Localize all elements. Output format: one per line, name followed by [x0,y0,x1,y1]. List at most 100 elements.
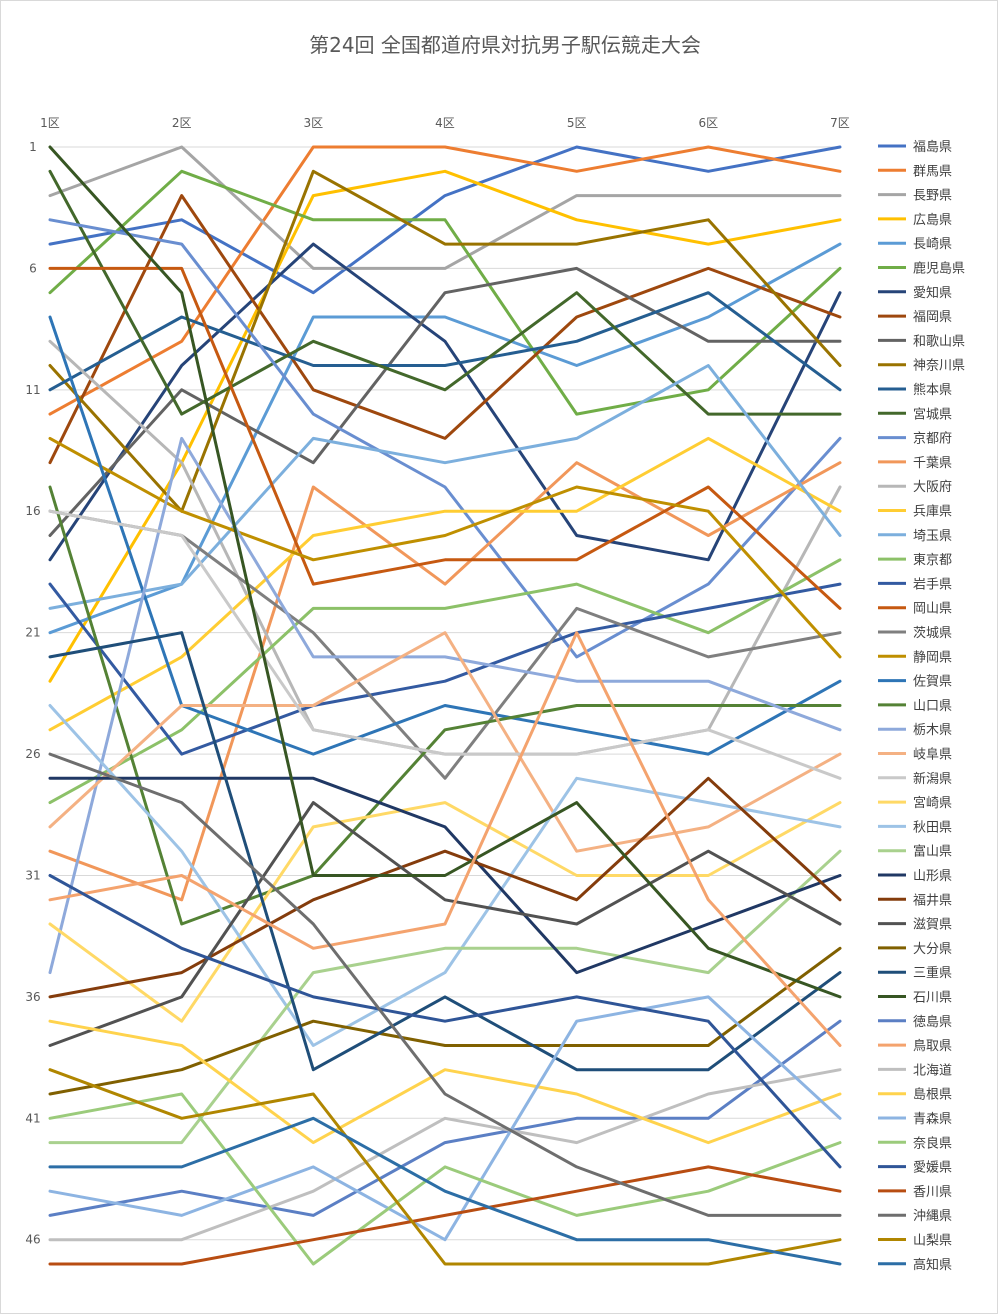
legend-item: 愛知県 [878,285,952,301]
series-line-37 [48,1019,842,1217]
series-line-43 [48,874,842,1169]
legend-label: 北海道 [913,1063,952,1078]
series-line-9 [48,266,842,537]
legend-label: 秋田県 [913,820,952,835]
legend-label: 青森県 [913,1112,952,1127]
legend-item: 長崎県 [878,237,952,252]
series-line-19 [48,582,842,756]
legend-item: 愛媛県 [878,1161,952,1176]
legend-item: 兵庫県 [878,505,952,520]
legend-item: 滋賀県 [878,918,952,933]
legend-label: 徳島県 [913,1015,952,1030]
legend-item: 熊本県 [878,382,952,398]
legend-item: 千葉県 [878,456,952,471]
legend-label: 広島県 [913,213,952,228]
x-tick-label: 5区 [567,116,587,130]
legend: 福島県群馬県長野県広島県長崎県鹿児島県愛知県福岡県和歌山県神奈川県熊本県宮城県京… [878,140,965,1273]
chart-title: 第24回 全国都道府県対抗男子駅伝競走大会 [309,33,701,57]
series-line-2 [48,145,842,416]
legend-label: 滋賀県 [913,918,952,933]
legend-label: 沖縄県 [913,1209,952,1224]
y-tick-label: 36 [25,990,40,1004]
legend-item: 大阪府 [878,480,952,495]
legend-label: 新潟県 [913,771,952,787]
legend-label: 佐賀県 [913,675,952,690]
legend-item: 福井県 [878,893,952,908]
legend-item: 茨城県 [878,626,952,641]
legend-label: 岡山県 [913,602,952,617]
legend-item: 岩手県 [878,577,952,592]
series-line-39 [48,1068,842,1242]
legend-item: 沖縄県 [878,1209,952,1224]
legend-label: 和歌山県 [913,334,965,349]
series-line-40 [48,1019,842,1145]
series-line-28 [48,801,842,1023]
series-line-31 [48,776,842,975]
legend-label: 奈良県 [913,1135,952,1151]
legend-item: 青森県 [878,1112,952,1127]
series-line-16 [48,436,842,732]
legend-label: 山形県 [913,869,952,884]
legend-label: 山梨県 [913,1234,952,1249]
legend-label: 大阪府 [913,480,952,495]
series-line-14 [48,461,842,902]
legend-item: 大分県 [878,942,952,957]
series-line-45 [48,752,842,1217]
legend-label: 福島県 [913,140,952,155]
legend-item: 埼玉県 [878,529,952,544]
series-line-38 [48,631,842,1047]
legend-label: 熊本県 [913,382,952,398]
series-line-34 [48,946,842,1096]
series-line-26 [48,631,842,853]
series-line-33 [48,801,842,1047]
legend-item: 和歌山県 [878,334,965,349]
y-tick-label: 1 [29,140,37,154]
series-line-36 [48,145,842,999]
legend-item: 山口県 [878,699,952,714]
legend-item: 東京都 [878,552,952,568]
series-line-7 [48,242,842,562]
series-line-22 [48,436,842,659]
legend-label: 福岡県 [913,310,952,325]
series-line-35 [48,631,842,1072]
legend-item: 香川県 [878,1185,952,1200]
legend-label: 群馬県 [913,164,952,179]
series-line-29 [48,704,842,1047]
legend-item: 高知県 [878,1257,952,1273]
series-line-8 [48,194,842,465]
legend-label: 富山県 [913,844,952,860]
legend-label: 千葉県 [913,456,952,471]
series-line-18 [48,558,842,805]
series-line-24 [48,485,842,926]
legend-item: 石川県 [878,991,952,1006]
legend-label: 静岡県 [913,650,952,665]
legend-item: 京都府 [878,432,952,447]
series-line-44 [48,1165,842,1266]
x-tick-label: 2区 [172,116,192,130]
legend-label: 三重県 [913,965,952,981]
x-tick-label: 7区 [830,116,850,130]
legend-label: 鳥取県 [913,1039,952,1054]
legend-label: 兵庫県 [913,505,952,520]
series-line-25 [48,436,842,975]
x-tick-label: 1区 [40,116,60,130]
legend-label: 大分県 [913,942,952,957]
legend-label: 茨城県 [913,626,952,641]
legend-item: 奈良県 [878,1135,952,1151]
legend-item: 徳島県 [878,1015,952,1030]
legend-item: 広島県 [878,213,952,228]
legend-item: 栃木県 [878,723,952,738]
legend-item: 鹿児島県 [878,261,965,277]
y-tick-label: 26 [25,747,40,761]
legend-label: 愛知県 [913,285,952,301]
legend-label: 山口県 [913,699,952,714]
series-line-27 [48,509,842,780]
legend-item: 福島県 [878,140,952,155]
legend-item: 山梨県 [878,1234,952,1249]
legend-item: 宮崎県 [878,795,952,811]
legend-label: 愛媛県 [913,1161,952,1176]
y-tick-label: 21 [25,626,40,640]
y-tick-label: 6 [29,261,37,275]
